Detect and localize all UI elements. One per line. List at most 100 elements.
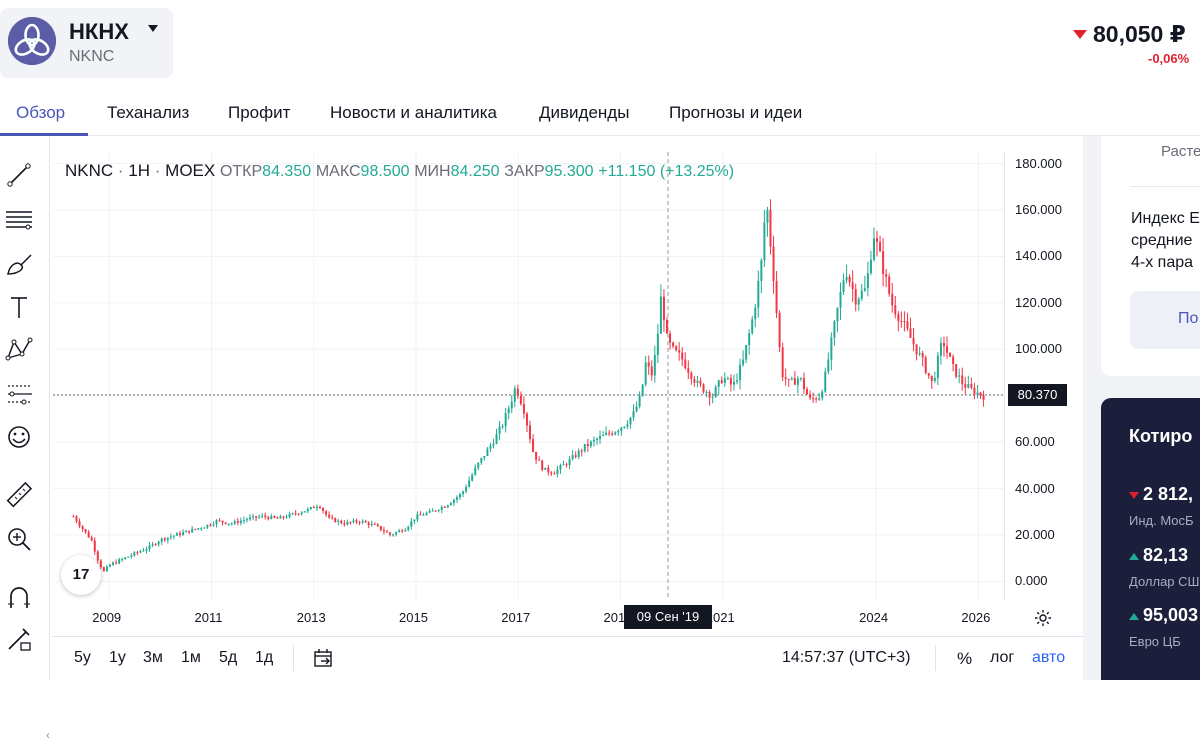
- candle-body: [793, 378, 796, 385]
- candle-body: [839, 291, 842, 308]
- range-1m-button[interactable]: 1м: [181, 649, 201, 666]
- candle-body: [93, 540, 96, 552]
- candle-body: [477, 462, 480, 468]
- candle-body: [854, 289, 857, 305]
- x-tick-label: 2021: [705, 610, 735, 625]
- range-5d-button[interactable]: 5д: [219, 649, 238, 666]
- auto-scale-button[interactable]: авто: [1032, 649, 1066, 666]
- candle-body: [233, 521, 236, 524]
- candle-body: [315, 506, 318, 509]
- x-tick-label: 2011: [194, 610, 223, 625]
- chart-bottom-bar: [53, 636, 1083, 680]
- candle-body: [580, 450, 583, 452]
- candle-body: [617, 430, 620, 433]
- candle-body: [303, 511, 306, 513]
- quote-value-row[interactable]: 2 812,: [1129, 484, 1193, 505]
- candle-body: [626, 424, 629, 427]
- candle-body: [927, 373, 930, 376]
- calendar-icon[interactable]: [312, 647, 334, 669]
- candle-body: [699, 380, 702, 385]
- price-axis[interactable]: [1004, 152, 1082, 600]
- candle-body: [818, 398, 821, 400]
- candle-body: [620, 427, 623, 431]
- quote-value-row[interactable]: 82,13: [1129, 545, 1188, 566]
- info-card-button[interactable]: По: [1130, 291, 1200, 349]
- candle-body: [949, 352, 952, 357]
- candle-body: [504, 413, 507, 427]
- gear-icon[interactable]: [1034, 609, 1052, 627]
- candle-body: [745, 345, 748, 360]
- candle-body: [446, 505, 449, 508]
- range-1y-button[interactable]: 1y: [109, 649, 126, 666]
- pencil-lock-icon[interactable]: [4, 624, 34, 654]
- candle-body: [252, 516, 255, 518]
- tab-profit[interactable]: Профит: [228, 103, 291, 122]
- candle-body: [178, 533, 181, 535]
- candle-body: [489, 445, 492, 449]
- candle-body: [221, 520, 224, 523]
- instrument-selector[interactable]: НКНХ NKNC: [0, 8, 173, 78]
- tab-tech-analysis[interactable]: Теханализ: [107, 103, 190, 122]
- candle-body: [474, 467, 477, 475]
- up-arrow-icon: [1129, 552, 1139, 560]
- candle-body: [541, 460, 544, 470]
- candles: [72, 199, 985, 572]
- candle-body: [635, 406, 638, 412]
- pattern-icon[interactable]: [4, 334, 34, 364]
- candle-body: [821, 391, 824, 399]
- x-tick-label: 2013: [296, 610, 326, 625]
- ruler-icon[interactable]: [4, 480, 34, 510]
- chart-clock[interactable]: 14:57:37 (UTC+3): [782, 649, 911, 666]
- candle-body: [459, 494, 462, 498]
- tab-overview[interactable]: Обзор: [16, 103, 66, 122]
- emoji-icon[interactable]: [4, 422, 34, 452]
- candle-body: [939, 343, 942, 356]
- y-tick-label: 180.000: [1015, 155, 1062, 171]
- candle-body: [559, 465, 562, 470]
- candle-body: [876, 238, 879, 242]
- candle-body: [732, 381, 735, 385]
- candle-body: [471, 474, 474, 481]
- tab-forecasts[interactable]: Прогнозы и идеи: [669, 103, 803, 122]
- range-1d-button[interactable]: 1д: [255, 649, 274, 666]
- magnet-icon[interactable]: [4, 582, 34, 612]
- brush-icon[interactable]: [4, 250, 34, 280]
- candle-body: [449, 503, 452, 506]
- trend-line-icon[interactable]: [4, 160, 34, 190]
- candle-body: [909, 328, 912, 338]
- candle-body: [522, 403, 525, 414]
- divider: [1130, 186, 1200, 187]
- tab-dividends[interactable]: Дивиденды: [539, 103, 630, 122]
- candle-body: [967, 384, 970, 388]
- range-5y-button[interactable]: 5y: [74, 649, 91, 666]
- text-tool-icon[interactable]: [4, 292, 34, 322]
- candle-body: [690, 372, 693, 379]
- last-price: 80,050 ₽: [1093, 21, 1186, 47]
- zoom-in-icon[interactable]: [4, 524, 34, 554]
- tradingview-logo[interactable]: 17: [61, 555, 101, 595]
- log-scale-button[interactable]: лог: [990, 649, 1015, 666]
- candle-body: [863, 288, 866, 291]
- candle-body: [84, 529, 87, 533]
- range-3m-button[interactable]: 3м: [143, 649, 163, 666]
- candle-body: [641, 384, 644, 396]
- candle-body: [166, 537, 169, 541]
- candle-body: [239, 520, 242, 523]
- candle-body: [87, 532, 90, 538]
- price-chart[interactable]: [53, 152, 1004, 600]
- percent-scale-button[interactable]: %: [957, 649, 973, 668]
- collapse-toolbar-button[interactable]: ‹: [46, 728, 50, 742]
- fib-levels-icon[interactable]: [4, 204, 34, 234]
- y-tick-label: 60.000: [1015, 434, 1055, 450]
- candle-body: [979, 392, 982, 396]
- candle-body: [428, 510, 431, 513]
- chevron-down-icon[interactable]: [148, 25, 158, 32]
- candle-body: [248, 517, 251, 520]
- forecast-icon[interactable]: [4, 378, 34, 408]
- candle-body: [264, 515, 267, 518]
- candle-body: [425, 512, 428, 515]
- quote-value-row[interactable]: 95,003: [1129, 605, 1198, 626]
- tab-news[interactable]: Новости и аналитика: [330, 103, 498, 122]
- ticker-symbol[interactable]: НКНХ: [69, 19, 129, 44]
- candle-body: [227, 523, 230, 525]
